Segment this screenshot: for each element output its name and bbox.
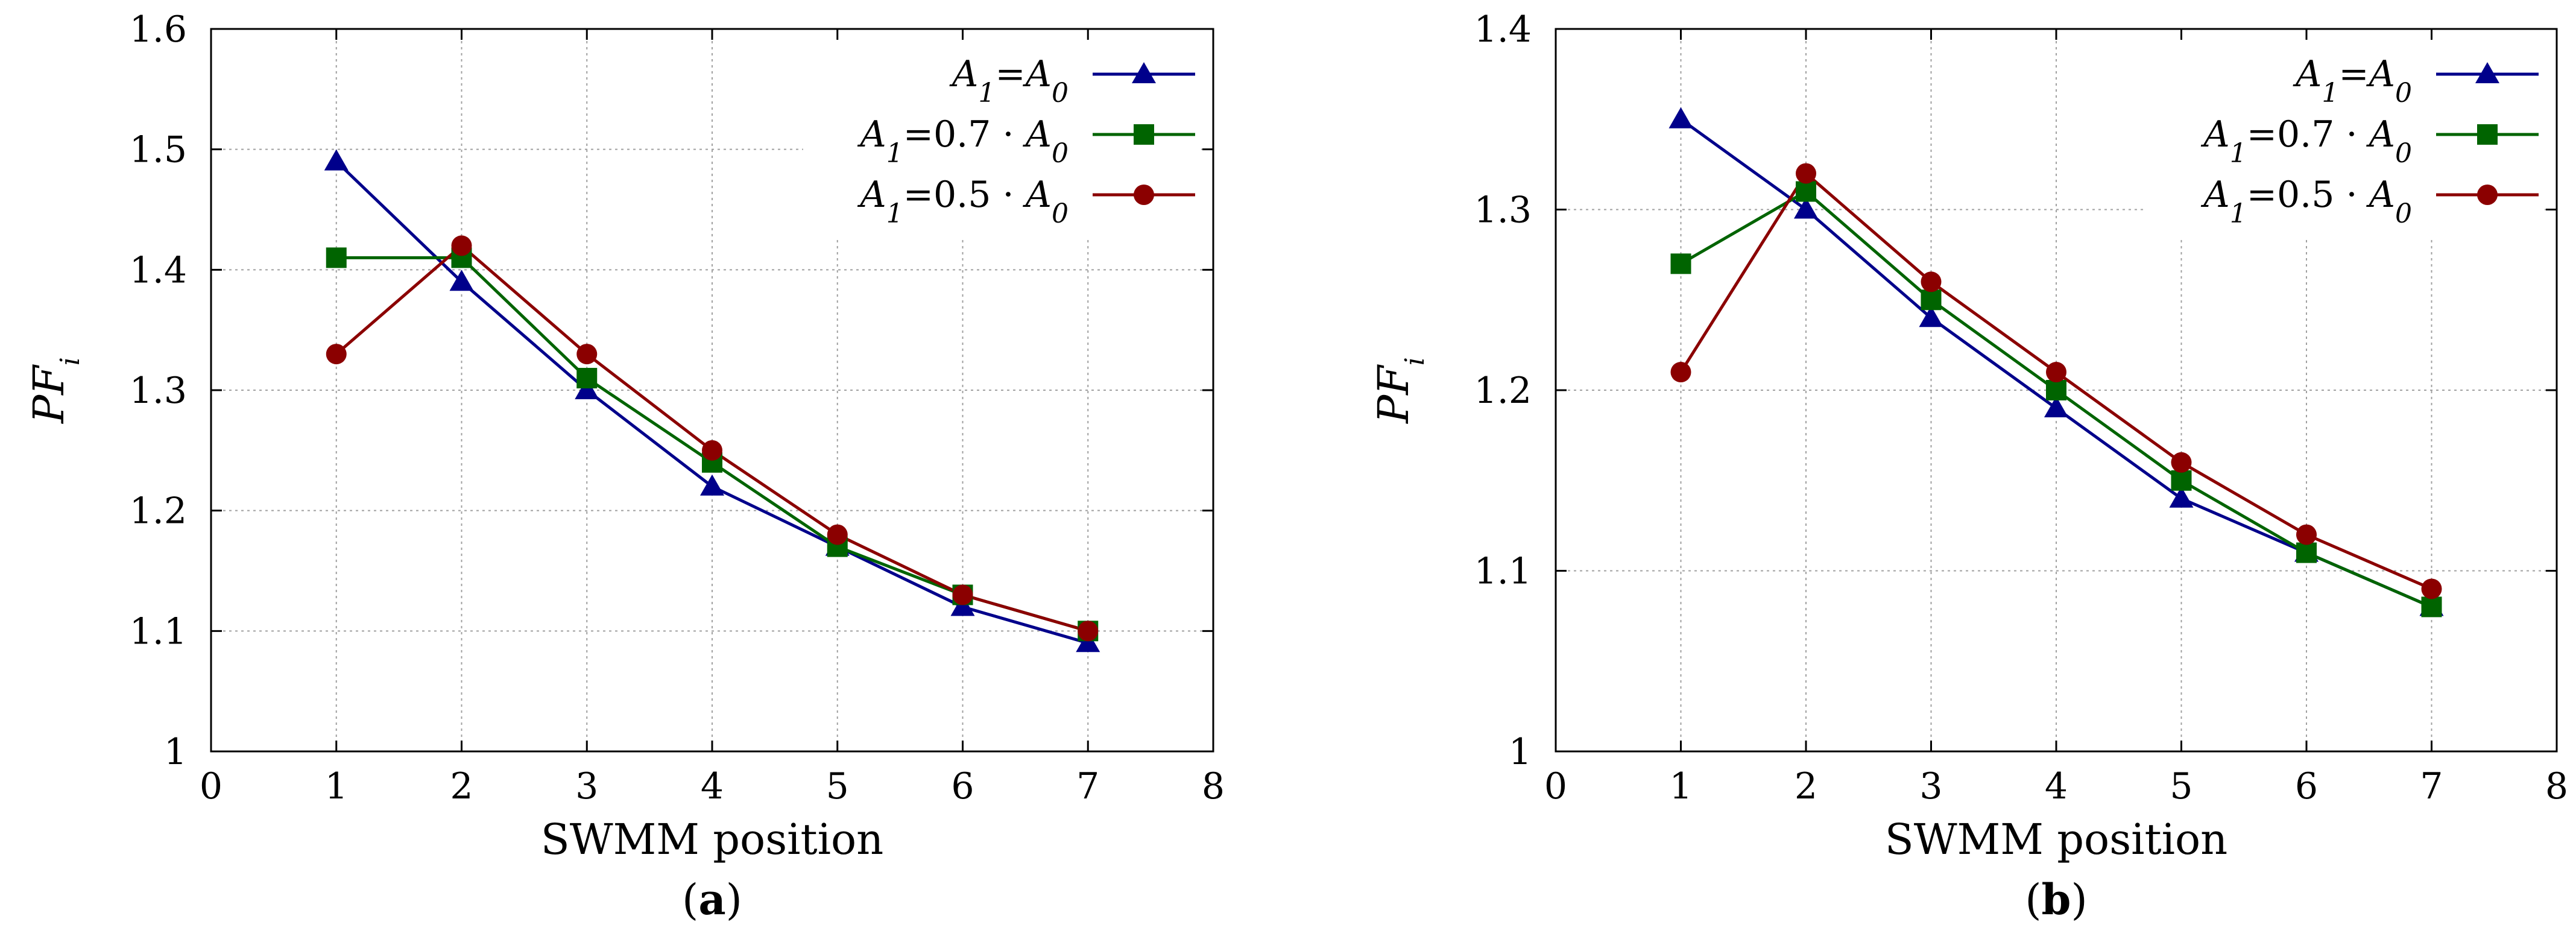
data-point-triangle <box>2044 396 2068 417</box>
data-point-triangle <box>324 149 349 171</box>
data-point-triangle <box>950 595 975 616</box>
legend-label: A1=0.5 · A0 <box>2200 174 2412 229</box>
data-point-circle <box>1670 362 1691 383</box>
data-point-circle <box>1796 163 1816 184</box>
x-tick-label: 3 <box>1919 765 1942 807</box>
legend-marker-square <box>1134 124 1154 145</box>
data-point-square <box>2296 542 2317 563</box>
legend-label: A1=A0 <box>949 53 1069 109</box>
plot-frame <box>210 28 1214 753</box>
data-point-square <box>2421 596 2442 618</box>
data-point-triangle <box>1919 306 1943 327</box>
legend-label: A1=0.7 · A0 <box>2200 113 2412 169</box>
panel-label: (b) <box>2025 874 2088 924</box>
y-axis-label: PFi <box>24 357 86 425</box>
data-point-circle <box>576 344 598 365</box>
data-point-circle <box>1921 271 1942 292</box>
data-point-circle <box>952 584 973 605</box>
x-tick-label: 6 <box>2295 765 2318 807</box>
data-point-circle <box>451 235 472 256</box>
x-tick-label: 4 <box>2045 765 2068 807</box>
panel-label: (a) <box>682 874 742 924</box>
y-tick-label: 1 <box>164 731 187 773</box>
y-tick-label: 1.2 <box>1474 370 1532 412</box>
y-tick-label: 1.1 <box>130 610 187 653</box>
data-point-triangle <box>575 378 599 399</box>
data-point-triangle <box>2169 486 2194 508</box>
data-point-triangle <box>1076 631 1100 653</box>
x-tick-label: 3 <box>575 765 598 807</box>
data-point-square <box>576 368 598 389</box>
data-point-circle <box>2296 524 2317 545</box>
legend-marker-circle <box>2477 185 2498 205</box>
data-point-square <box>326 247 347 268</box>
y-tick-label: 1.2 <box>130 490 187 532</box>
x-tick-label: 8 <box>1202 765 1225 807</box>
x-tick-label: 5 <box>826 765 849 807</box>
legend-label: A1=0.7 · A0 <box>857 113 1069 169</box>
x-axis-label: SWMM position <box>541 815 884 864</box>
data-point-triangle <box>449 270 474 291</box>
data-point-square <box>1670 253 1691 274</box>
y-tick-label: 1.4 <box>130 249 187 291</box>
y-axis-label: PFi <box>1369 357 1430 425</box>
x-tick-label: 0 <box>1544 765 1567 807</box>
data-point-circle <box>1078 621 1099 642</box>
data-point-circle <box>702 440 722 461</box>
x-tick-label: 2 <box>1795 765 1817 807</box>
data-point-circle <box>326 344 347 365</box>
data-point-square <box>2046 380 2066 400</box>
legend-marker-triangle <box>2475 62 2499 83</box>
x-axis-label: SWMM position <box>1885 815 2228 864</box>
data-point-square <box>1796 181 1816 202</box>
data-point-triangle <box>1794 197 1818 219</box>
x-tick-label: 2 <box>450 765 473 807</box>
y-tick-label: 1.1 <box>1474 551 1532 593</box>
x-tick-label: 1 <box>325 765 348 807</box>
y-tick-label: 1.3 <box>130 370 187 412</box>
x-tick-label: 6 <box>951 765 974 807</box>
data-point-circle <box>827 524 848 545</box>
data-point-triangle <box>700 474 724 496</box>
data-point-triangle <box>1668 107 1693 128</box>
legend-marker-triangle <box>1132 62 1156 83</box>
data-point-circle <box>2171 452 2192 473</box>
plot-frame <box>1555 28 2558 753</box>
data-point-circle <box>2421 578 2442 599</box>
y-tick-label: 1.3 <box>1474 189 1532 232</box>
y-tick-label: 1.4 <box>1474 8 1532 51</box>
y-tick-label: 1.6 <box>130 8 187 51</box>
x-tick-label: 5 <box>2170 765 2192 807</box>
legend-marker-circle <box>1134 185 1154 205</box>
legend-label: A1=A0 <box>2293 53 2412 109</box>
y-tick-label: 1.5 <box>130 129 187 171</box>
data-point-square <box>2171 470 2192 491</box>
x-tick-label: 1 <box>1669 765 1692 807</box>
x-tick-label: 7 <box>2420 765 2443 807</box>
x-tick-label: 0 <box>200 765 223 807</box>
legend-label: A1=0.5 · A0 <box>857 174 1069 229</box>
data-point-circle <box>2046 362 2066 383</box>
legend-marker-square <box>2477 124 2498 145</box>
x-tick-label: 7 <box>1076 765 1099 807</box>
x-tick-label: 8 <box>2545 765 2568 807</box>
x-tick-label: 4 <box>701 765 724 807</box>
y-tick-label: 1 <box>1509 731 1532 773</box>
data-point-square <box>1921 289 1942 311</box>
